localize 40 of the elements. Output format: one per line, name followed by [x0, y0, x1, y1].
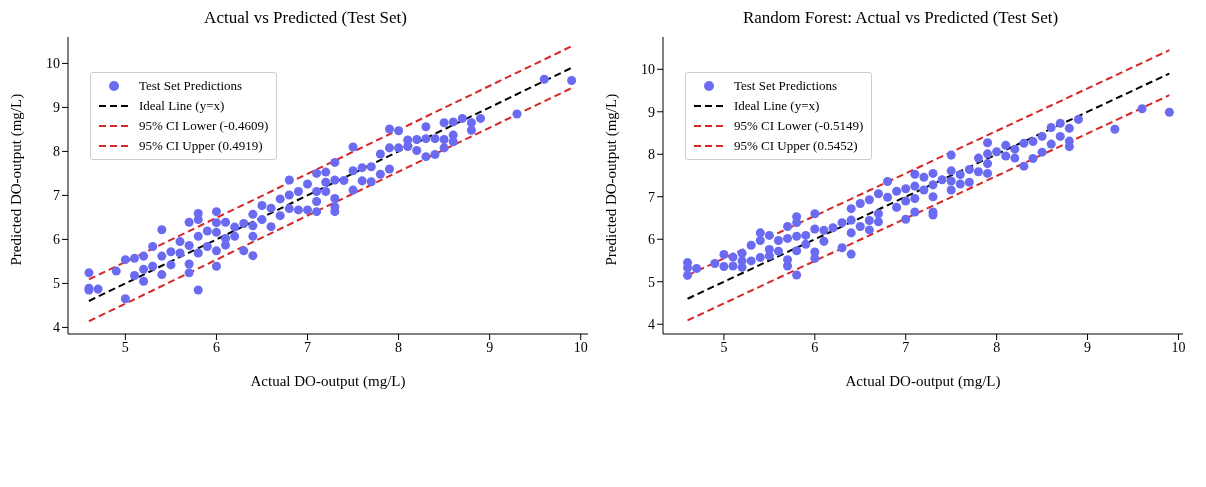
y-tick-label: 8: [648, 147, 655, 163]
y-tick-label: 4: [53, 320, 60, 336]
legend-label: 95% CI Upper (0.5452): [734, 138, 858, 154]
y-tick-label: 7: [648, 189, 655, 205]
y-tick-label: 7: [53, 188, 60, 204]
chart-title: Actual vs Predicted (Test Set): [203, 8, 408, 29]
chart-title: Random Forest: Actual vs Predicted (Test Set): [741, 8, 1060, 29]
y-tick-label: 4: [648, 317, 655, 333]
y-tick-label: 9: [648, 104, 655, 120]
legend-label: 95% CI Upper (0.4919): [139, 138, 263, 154]
y-axis-title: Predicted DO-output (mg/L): [603, 93, 621, 266]
y-tick-label: 6: [53, 232, 60, 248]
y-tick-label: 9: [53, 100, 60, 116]
y-tick-label: 8: [53, 144, 60, 160]
y-tick-label: 5: [648, 274, 655, 290]
x-tick-label: 10: [573, 339, 588, 355]
x-axis-title: Actual DO-output (mg/L): [845, 373, 1001, 390]
x-tick-label: 5: [720, 339, 728, 355]
legend-label: Ideal Line (y=x): [734, 98, 820, 114]
y-tick-label: 10: [641, 62, 655, 78]
x-tick-label: 6: [811, 339, 819, 355]
x-tick-label: 6: [212, 339, 220, 355]
legend-label: 95% CI Lower (-0.5149): [734, 118, 864, 134]
legend-label: Test Set Predictions: [139, 78, 243, 94]
x-tick-label: 5: [121, 339, 129, 355]
y-tick-label: 6: [648, 232, 655, 248]
x-tick-label: 9: [486, 339, 494, 355]
x-tick-label: 7: [304, 339, 312, 355]
x-tick-label: 9: [1084, 339, 1092, 355]
y-axis-title: Predicted DO-output (mg/L): [8, 93, 26, 266]
y-tick-label: 10: [46, 56, 60, 72]
x-axis-title: Actual DO-output (mg/L): [250, 373, 406, 390]
legend-label: Ideal Line (y=x): [139, 98, 225, 114]
x-tick-label: 8: [395, 339, 403, 355]
x-tick-label: 8: [993, 339, 1001, 355]
x-tick-label: 7: [902, 339, 910, 355]
legend-label: 95% CI Lower (-0.4609): [139, 118, 269, 134]
y-tick-label: 5: [53, 276, 60, 292]
legend-label: Test Set Predictions: [734, 78, 838, 94]
x-tick-label: 10: [1171, 339, 1186, 355]
